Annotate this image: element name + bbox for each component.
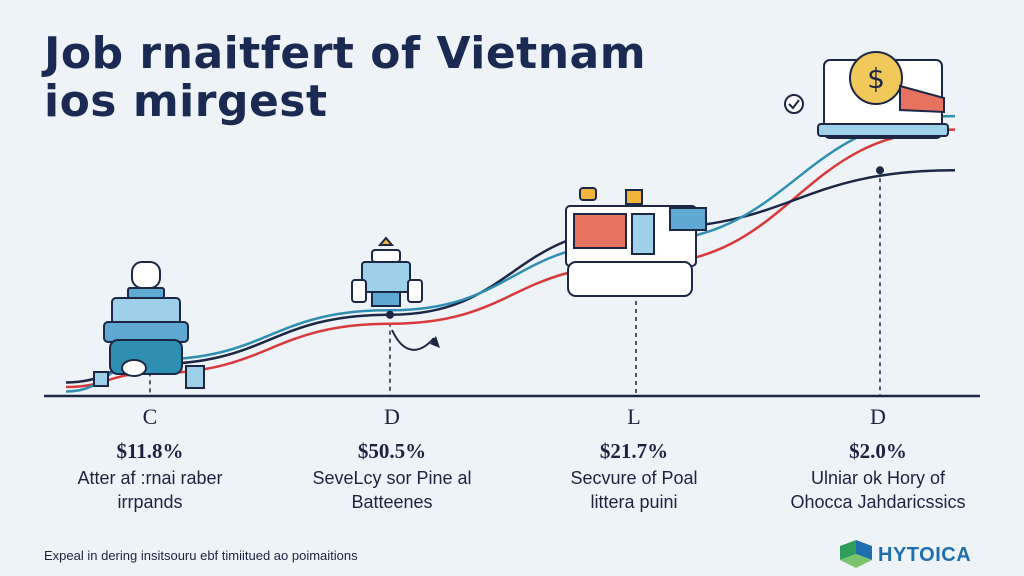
svg-text:$: $ xyxy=(867,62,885,95)
series-line-3 xyxy=(65,114,956,393)
description: Secvure of Poal littera puini xyxy=(524,466,744,514)
arrow-icon xyxy=(391,329,440,351)
description-line: Atter af :rnai raber xyxy=(77,468,223,488)
column-d2: D $2.0% Ulniar ok Hory of Ohocca Jahdari… xyxy=(768,404,988,514)
money-laptop-icon: $ xyxy=(817,51,949,139)
description-line: irrpands xyxy=(117,492,183,512)
brand-logo: HYTOICA xyxy=(838,540,971,570)
column-l: L $21.7% Secvure of Poal littera puini xyxy=(524,404,744,514)
chart-title: Job rnaitfert of Vietnam ios mirgest xyxy=(44,30,646,126)
category-label: D xyxy=(870,404,886,429)
value-label: $21.7% xyxy=(599,439,669,463)
description-line: SeveLcy sor Pine al xyxy=(312,468,472,488)
category-label: D xyxy=(384,404,400,429)
brand-name: HYTOICA xyxy=(878,543,972,566)
data-point xyxy=(386,310,394,319)
data-point xyxy=(876,166,884,175)
series-lines xyxy=(65,114,956,393)
description: Atter af :rnai raber irrpands xyxy=(40,466,260,514)
value-label: $11.8% xyxy=(116,439,184,463)
title-line-1: Job rnaitfert of Vietnam xyxy=(44,28,647,79)
machinery-icon xyxy=(565,187,707,297)
description-line: Ohocca Jahdaricssics xyxy=(790,492,966,512)
value-label: $50.5% xyxy=(357,439,427,463)
description-line: littera puini xyxy=(590,492,678,512)
guide-lines xyxy=(149,170,881,396)
footnote: Expeal in dering insitsouru ebf timiitue… xyxy=(44,548,358,563)
description: Ulniar ok Hory of Ohocca Jahdaricssics xyxy=(768,466,988,514)
description-line: Batteenes xyxy=(351,492,433,512)
title-line-2: ios mirgest xyxy=(44,76,328,127)
ship-icon xyxy=(351,236,423,307)
robot-icon xyxy=(93,261,205,389)
category-label: L xyxy=(627,404,641,429)
brand-logo-icon xyxy=(840,540,872,568)
description-line: Secvure of Poal xyxy=(570,468,698,488)
description-line: Ulniar ok Hory of xyxy=(810,468,946,488)
column-c: C $11.8% Atter af :rnai raber irrpands xyxy=(40,404,260,514)
column-d: D $50.5% SeveLcy sor Pine al Batteenes xyxy=(282,404,502,514)
check-icon xyxy=(784,94,804,114)
value-label: $2.0% xyxy=(849,439,907,463)
category-label: C xyxy=(142,404,158,429)
series-line-1 xyxy=(65,128,956,389)
description: SeveLcy sor Pine al Batteenes xyxy=(282,466,502,514)
